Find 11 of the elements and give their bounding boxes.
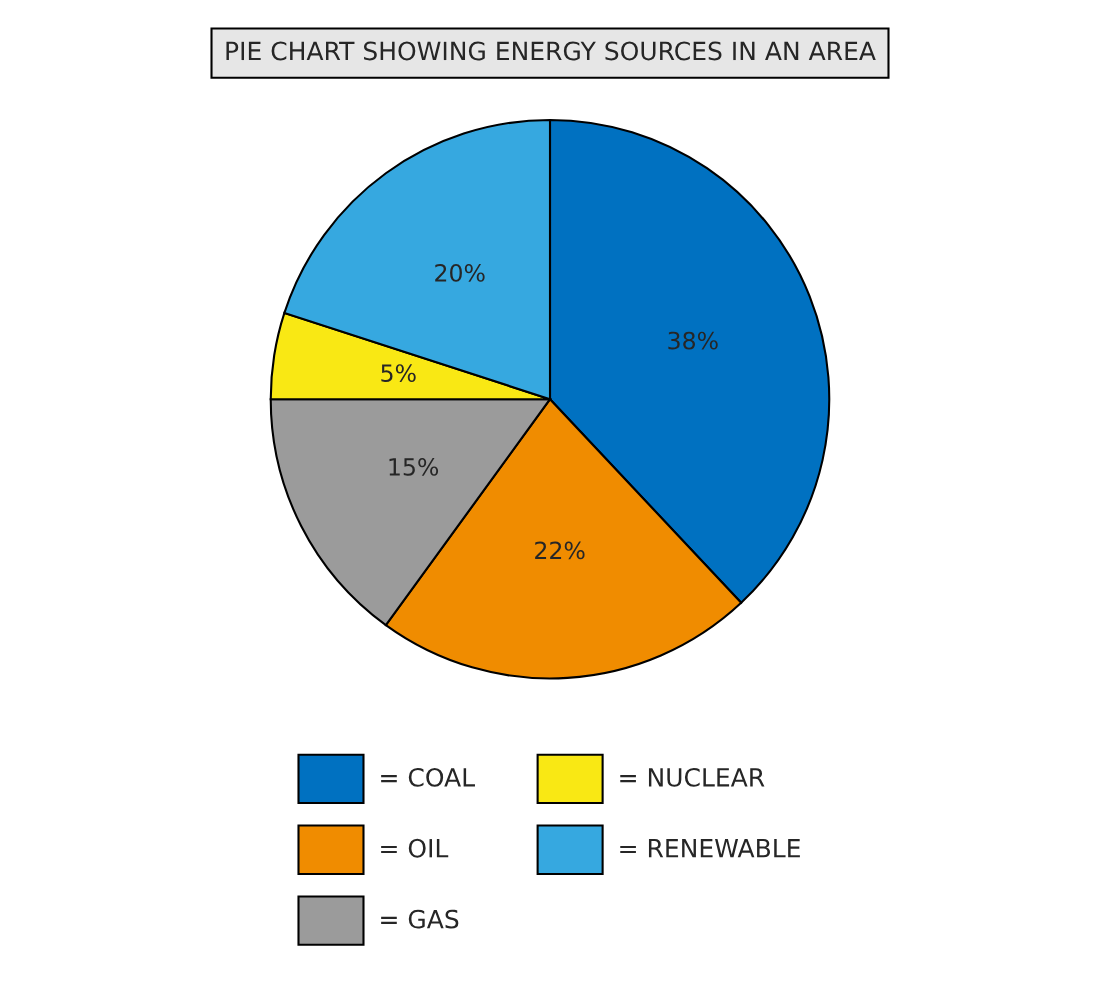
legend-label: = NUCLEAR [620,767,765,787]
legend-label: = COAL [381,767,475,787]
data-label: 15% [389,457,439,476]
data-label: 38% [668,331,718,350]
data-label: 22% [535,541,585,560]
legend-label: = RENEWABLE [620,839,800,858]
legend-label: = OIL [381,838,449,858]
data-label: 20% [435,263,485,282]
data-label: 5% [381,364,416,383]
legend-label: = GAS [381,909,459,929]
chart-title: PIE CHART SHOWING ENERGY SOURCES IN AN AREA [226,41,876,61]
